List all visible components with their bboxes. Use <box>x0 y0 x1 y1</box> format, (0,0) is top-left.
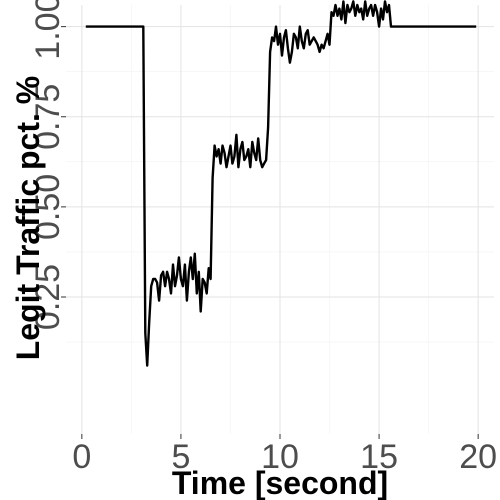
x-tick-label: 15 <box>360 438 398 476</box>
axis-ticks <box>61 26 479 439</box>
tick-labels: 0 5 10 15 20 0.25 0.50 0.75 1.00 <box>29 0 497 476</box>
major-grid <box>66 5 494 434</box>
x-tick-label: 0 <box>72 438 91 476</box>
x-tick-label: 10 <box>261 438 299 476</box>
y-tick-label: 0.50 <box>29 174 67 240</box>
series-line-0 <box>85 0 477 367</box>
y-axis-title: Legit Traffic pct. % <box>10 76 46 360</box>
x-tick-label: 5 <box>171 438 190 476</box>
y-tick-label: 0.75 <box>29 84 67 150</box>
x-tick-label: 20 <box>459 438 497 476</box>
series-layer <box>85 0 477 367</box>
y-tick-label: 0.25 <box>29 264 67 330</box>
y-tick-label: 1.00 <box>29 0 67 60</box>
x-axis-title: Time [second] <box>172 465 388 500</box>
